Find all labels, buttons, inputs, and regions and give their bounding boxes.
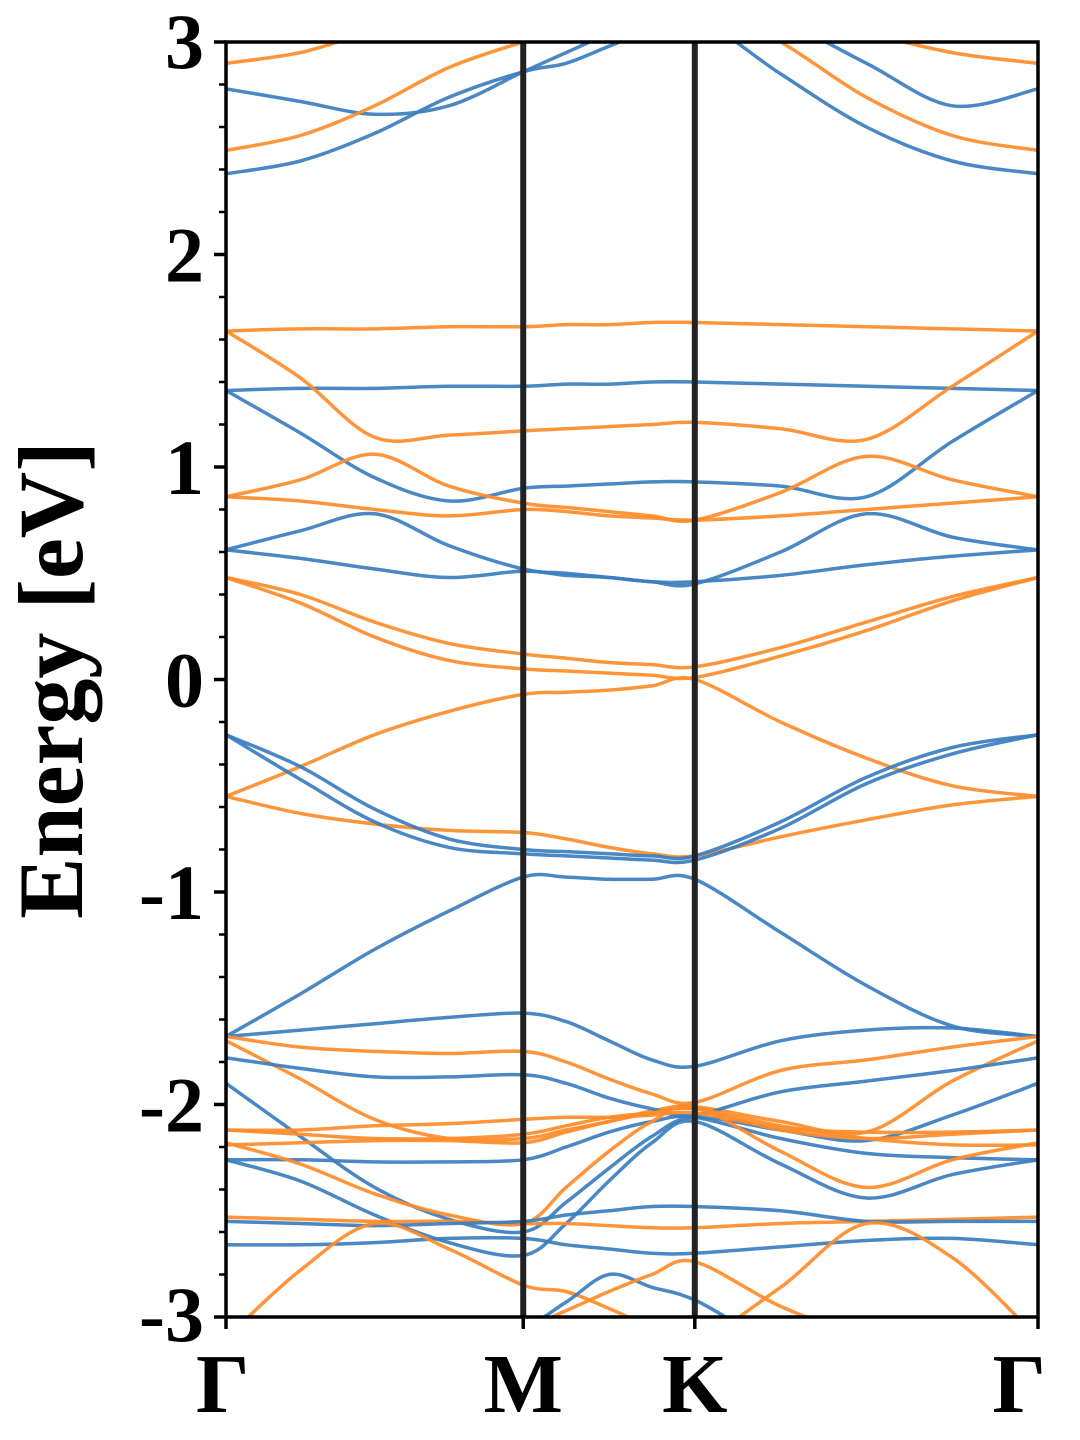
- band-line-orange: [547, 1258, 811, 1317]
- band-line-orange: [226, 320, 1038, 333]
- band-line-orange: [226, 794, 1038, 859]
- band-line-blue: [540, 1272, 730, 1317]
- band-line-blue: [226, 1114, 1038, 1164]
- band-line-blue: [226, 1119, 1038, 1258]
- band-line-orange: [226, 1110, 1038, 1135]
- band-line-blue: [226, 1235, 1038, 1256]
- band-line-orange: [226, 575, 1038, 681]
- y-tick-label: -3: [139, 1271, 204, 1358]
- band-line-blue: [226, 42, 1038, 176]
- band-line-orange: [226, 42, 1038, 66]
- kpoint-label: Γ: [196, 1338, 249, 1431]
- band-line-orange: [226, 1034, 1038, 1106]
- band-line-blue: [226, 511, 1038, 588]
- band-line-orange: [226, 1106, 1038, 1148]
- band-line-orange: [226, 675, 1038, 799]
- band-line-blue: [226, 42, 1038, 117]
- band-line-blue: [226, 1011, 1038, 1069]
- high-symmetry-dividers: [520, 42, 698, 1317]
- band-line-orange: [226, 329, 1038, 444]
- y-axis-label: Energy [eV]: [0, 441, 102, 919]
- band-line-orange: [226, 495, 1038, 522]
- band-line-orange: [245, 1220, 1020, 1317]
- band-line-blue: [226, 388, 1038, 503]
- y-tick-label: -1: [139, 849, 204, 936]
- y-axis-ticks: -3 -2 -1 0 1 2 3: [139, 0, 226, 1358]
- band-line-orange: [226, 575, 1038, 670]
- band-line-blue: [226, 379, 1038, 393]
- band-line-orange: [226, 452, 1038, 524]
- y-tick-label: 3: [165, 0, 204, 85]
- band-line-blue: [226, 732, 1038, 861]
- kpoint-label: K: [662, 1338, 727, 1431]
- band-line-orange: [226, 1103, 1038, 1227]
- kpoint-label: M: [484, 1338, 563, 1431]
- y-tick-label: 0: [165, 637, 204, 724]
- band-lines: [226, 42, 1038, 1317]
- band-line-blue: [226, 732, 1038, 865]
- band-line-blue: [226, 1056, 1038, 1118]
- band-line-blue: [226, 1204, 1038, 1228]
- band-line-blue: [226, 548, 1038, 585]
- y-tick-label: 1: [165, 424, 204, 511]
- kpoint-label: Γ: [993, 1338, 1046, 1431]
- band-line-blue: [226, 872, 1038, 1039]
- band-line-orange: [226, 42, 1038, 153]
- y-tick-label: -2: [139, 1062, 204, 1149]
- y-tick-label: 2: [165, 212, 204, 299]
